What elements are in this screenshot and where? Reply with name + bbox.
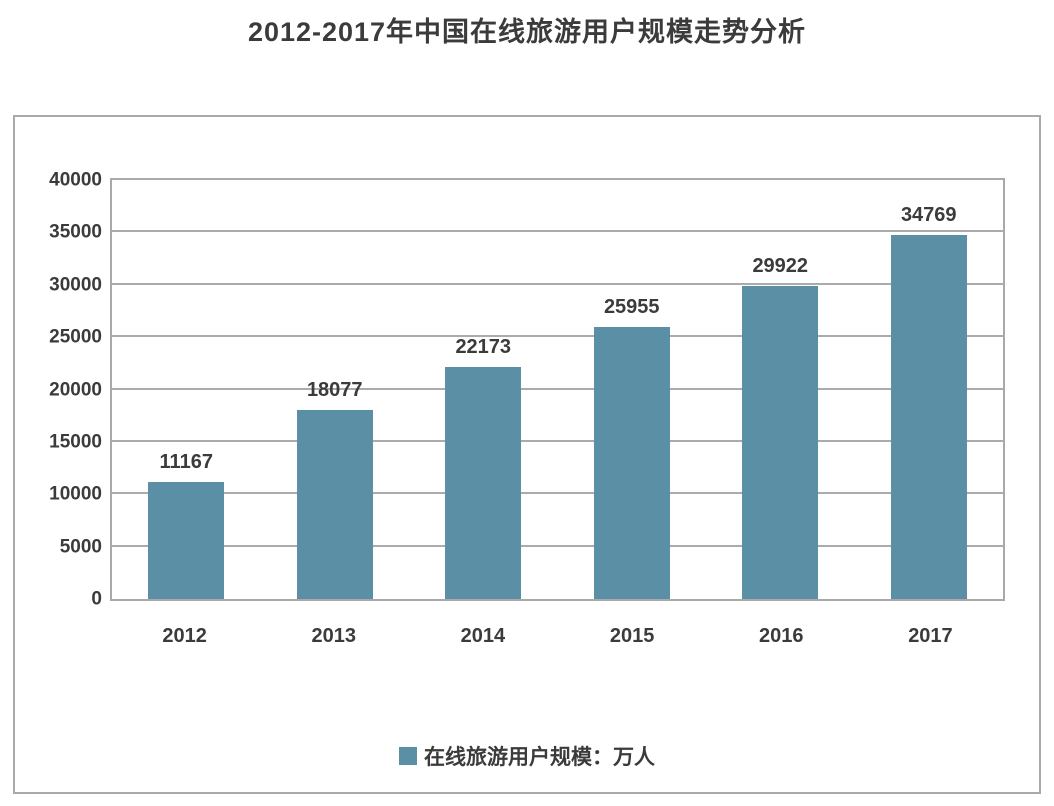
x-tick-label: 2014	[460, 625, 506, 647]
bar-slot: 34769	[855, 180, 1004, 599]
gridline	[112, 544, 1003, 547]
legend-label: 在线旅游用户规模：万人	[424, 746, 655, 769]
y-tick-label: 25000	[49, 326, 102, 348]
x-tick-label: 2017	[908, 625, 953, 647]
chart-frame: 11167 18077 22173 25955 29922 34769 0 5000 1000…	[13, 115, 1041, 794]
bar	[148, 482, 225, 599]
y-tick-label: 35000	[49, 221, 102, 243]
y-tick-label: 40000	[49, 169, 102, 191]
gridline	[112, 492, 1003, 495]
bar	[296, 409, 373, 599]
gridline	[112, 282, 1003, 285]
y-tick-label: 30000	[49, 274, 102, 296]
bar-slot: 18077	[261, 180, 410, 599]
bar-slot: 11167	[112, 180, 261, 599]
bar-value-label: 34769	[900, 203, 957, 226]
gridline	[112, 387, 1003, 390]
gridline	[112, 335, 1003, 338]
bar	[445, 366, 522, 599]
plot-area: 11167 18077 22173 25955 29922 34769 0 5000 1000…	[49, 171, 1005, 609]
y-tick-label: 15000	[49, 431, 102, 453]
y-tick-label: 0	[91, 588, 102, 610]
bar	[593, 327, 670, 599]
bar-value-label: 22173	[455, 335, 512, 358]
y-tick-label: 20000	[49, 379, 102, 400]
y-tick-label: 5000	[59, 536, 102, 558]
bar-slot: 22173	[409, 180, 558, 599]
legend: 在线旅游用户规模：万人	[15, 741, 1039, 771]
x-tick-label: 2013	[311, 625, 357, 647]
gridline	[112, 439, 1003, 442]
x-tick-label: 2016	[759, 625, 804, 647]
bar-slot: 25955	[558, 180, 707, 599]
bar-value-label: 18077	[306, 378, 363, 401]
bar-slot: 29922	[706, 180, 855, 599]
chart-title: 2012-2017年中国在线旅游用户规模走势分析	[247, 17, 807, 47]
y-tick-label: 10000	[49, 483, 102, 505]
x-tick-label: 2015	[609, 625, 655, 647]
legend-marker-icon	[399, 747, 417, 765]
x-tick-label: 2012	[162, 625, 207, 647]
gridline	[112, 230, 1003, 233]
bar-value-label: 25955	[603, 296, 660, 319]
x-axis-labels: 2012 2013 2014 2015 2016 2017	[110, 625, 1005, 648]
bar-value-label: 29922	[752, 254, 809, 277]
bars-row: 11167 18077 22173 25955 29922 34769	[112, 180, 1003, 599]
bar	[742, 285, 819, 599]
bar	[890, 234, 967, 599]
bar-value-label: 11167	[159, 451, 213, 474]
